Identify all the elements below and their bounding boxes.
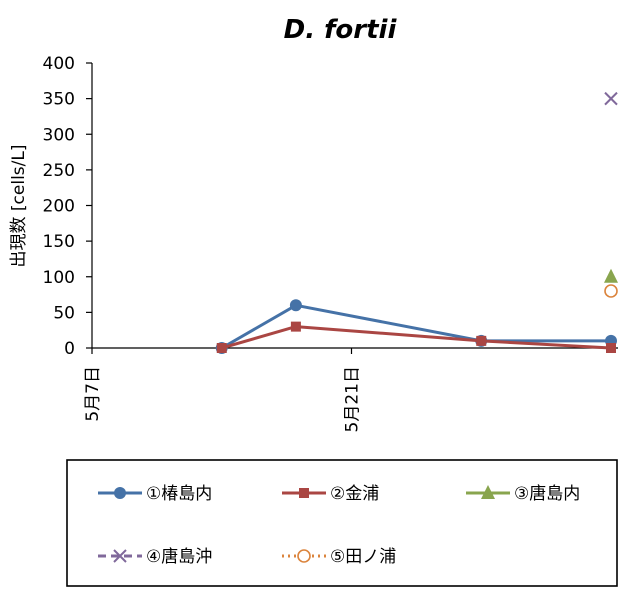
chart-title: D. fortii: [284, 15, 398, 45]
data-point: [290, 321, 301, 332]
data-point: [289, 299, 302, 312]
series-layer: [215, 91, 618, 354]
y-tick-label: 50: [53, 303, 75, 323]
data-point: [113, 549, 127, 563]
legend-label: ④唐島沖: [146, 546, 212, 567]
x-tick-label: 5月21日: [343, 366, 363, 432]
y-axis-label-group: 出現数 [cells/L]: [9, 145, 29, 268]
series-2: [216, 321, 616, 353]
series-5: [604, 284, 618, 298]
legend-item: ③唐島内: [466, 483, 580, 504]
series-4: [604, 91, 618, 106]
y-tick-label: 250: [43, 161, 75, 181]
series-3: [604, 268, 618, 283]
legend-label: ②金浦: [330, 484, 379, 504]
series-line: [220, 325, 613, 350]
data-point: [604, 91, 618, 106]
y-tick-label: 150: [43, 232, 75, 252]
legend-label: ①椿島内: [146, 484, 212, 504]
data-point: [297, 549, 311, 563]
data-point: [481, 485, 495, 499]
y-tick-label: 350: [43, 90, 75, 110]
legend-label: ⑤田ノ浦: [330, 547, 396, 567]
data-point: [604, 268, 618, 283]
legend-item: ②金浦: [282, 484, 379, 504]
data-point: [606, 343, 616, 353]
legend-label: ③唐島内: [514, 483, 580, 504]
y-tick-label: 0: [64, 339, 75, 359]
data-point: [604, 284, 618, 298]
y-tick-label: 400: [43, 54, 75, 74]
data-point: [476, 335, 487, 346]
series-line: [220, 303, 613, 350]
y-ticks: 0 50 100 150 200 250 300 350 400: [43, 54, 92, 359]
data-point: [216, 343, 227, 353]
y-tick-label: 100: [43, 268, 75, 288]
legend: ①椿島内 ②金浦 ③唐島内 ④唐島沖 ⑤田ノ浦: [66, 459, 618, 587]
legend-item: ①椿島内: [98, 484, 212, 504]
y-tick-label: 300: [43, 125, 75, 145]
y-tick-label: 200: [43, 197, 75, 217]
x-tick-label: 5月7日: [83, 366, 103, 422]
y-axis-label: 出現数 [cells/L]: [9, 145, 29, 268]
axes: [91, 63, 618, 349]
legend-box: [66, 459, 618, 587]
legend-item: ④唐島沖: [98, 546, 212, 567]
legend-item: ⑤田ノ浦: [282, 547, 396, 567]
data-point: [114, 487, 126, 499]
x-ticks: 5月7日 5月21日: [83, 348, 363, 432]
data-point: [299, 488, 309, 498]
